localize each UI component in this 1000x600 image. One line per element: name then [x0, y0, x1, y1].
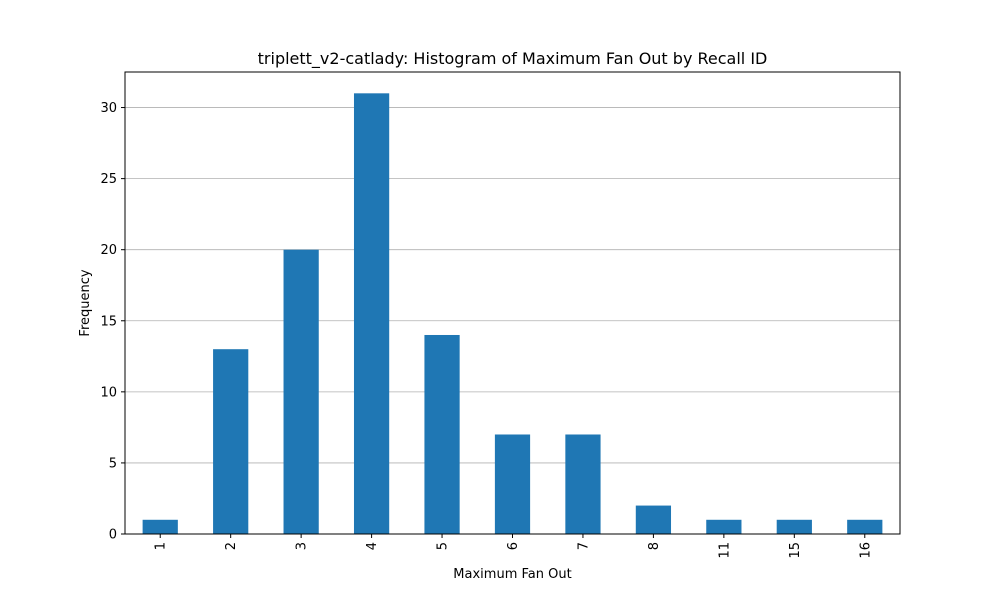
y-tick-label: 5 [109, 456, 117, 471]
bar-4 [353, 93, 390, 535]
x-axis-label: Maximum Fan Out [453, 567, 571, 582]
x-tick-label: 3 [295, 542, 310, 550]
x-axis-ticks: 1 2 3 4 5 6 7 8 11 15 16 [154, 534, 873, 559]
bar-11 [706, 519, 742, 534]
x-tick-label: 6 [506, 542, 521, 550]
x-tick-label: 2 [224, 542, 239, 550]
x-tick-label: 11 [717, 542, 732, 559]
bar-8 [635, 505, 672, 534]
y-axis-ticks: 0 5 10 15 20 25 30 [100, 101, 125, 543]
bar-6 [494, 434, 531, 534]
bar-16 [847, 519, 883, 534]
bar-3 [283, 249, 319, 534]
y-tick-label: 30 [100, 101, 117, 116]
bar-1 [142, 519, 178, 534]
x-tick-label: 1 [154, 542, 169, 550]
bar-7 [565, 434, 601, 534]
y-tick-label: 20 [100, 243, 117, 258]
x-tick-label: 4 [365, 542, 380, 550]
chart-title: triplett_v2-catlady: Histogram of Maximu… [258, 49, 768, 69]
y-axis-label: Frequency [78, 269, 93, 336]
x-tick-label: 7 [576, 542, 591, 550]
x-tick-label: 16 [858, 542, 873, 559]
bar-layer [142, 93, 883, 535]
x-tick-label: 5 [436, 542, 451, 550]
y-tick-label: 15 [100, 314, 117, 329]
x-tick-label: 8 [647, 542, 662, 550]
bar-5 [424, 334, 460, 534]
y-tick-label: 10 [100, 385, 117, 400]
bar-2 [213, 349, 249, 534]
x-tick-label: 15 [788, 542, 803, 559]
bar-15 [776, 519, 812, 534]
y-tick-label: 0 [109, 528, 117, 543]
y-tick-label: 25 [100, 172, 117, 187]
grid-layer [125, 107, 900, 464]
